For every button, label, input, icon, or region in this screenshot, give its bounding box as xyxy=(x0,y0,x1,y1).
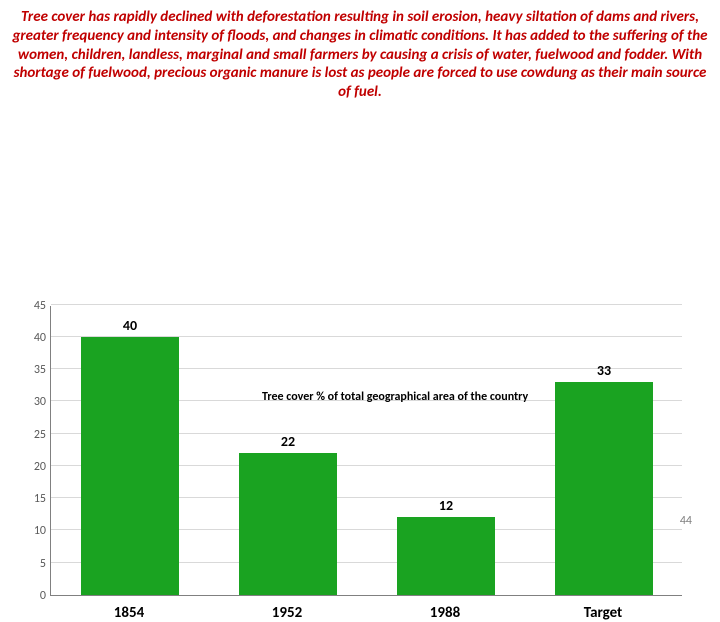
y-tick-label: 10 xyxy=(18,524,46,538)
y-tick-label: 0 xyxy=(18,589,46,603)
y-tick-label: 15 xyxy=(18,492,46,506)
y-tick-label: 40 xyxy=(18,331,46,345)
chart-note: Tree cover % of total geographical area … xyxy=(262,390,564,404)
bar-value-label: 40 xyxy=(123,317,137,334)
page-number: 44 xyxy=(680,514,692,528)
y-tick-label: 30 xyxy=(18,395,46,409)
headline-text: Tree cover has rapidly declined with def… xyxy=(4,8,716,106)
bar: 22 xyxy=(239,453,337,595)
x-tick-label: Target xyxy=(584,604,622,622)
bar: 33 xyxy=(555,382,653,595)
y-tick-label: 5 xyxy=(18,557,46,571)
bar-value-label: 33 xyxy=(597,362,611,379)
x-tick-label: 1854 xyxy=(114,604,144,622)
x-tick-label: 1952 xyxy=(272,604,302,622)
bar-value-label: 12 xyxy=(439,497,453,514)
y-tick-label: 20 xyxy=(18,460,46,474)
y-tick-label: 25 xyxy=(18,428,46,442)
bar: 40 xyxy=(81,337,179,595)
y-tick-label: 35 xyxy=(18,363,46,377)
y-axis: 051015202530354045 xyxy=(16,306,46,596)
bar-value-label: 22 xyxy=(281,433,295,450)
gridline xyxy=(51,304,682,305)
x-tick-label: 1988 xyxy=(430,604,460,622)
plot-area: 40 22 12 33 xyxy=(50,306,682,596)
bar: 12 xyxy=(397,517,495,594)
y-tick-label: 45 xyxy=(18,299,46,313)
